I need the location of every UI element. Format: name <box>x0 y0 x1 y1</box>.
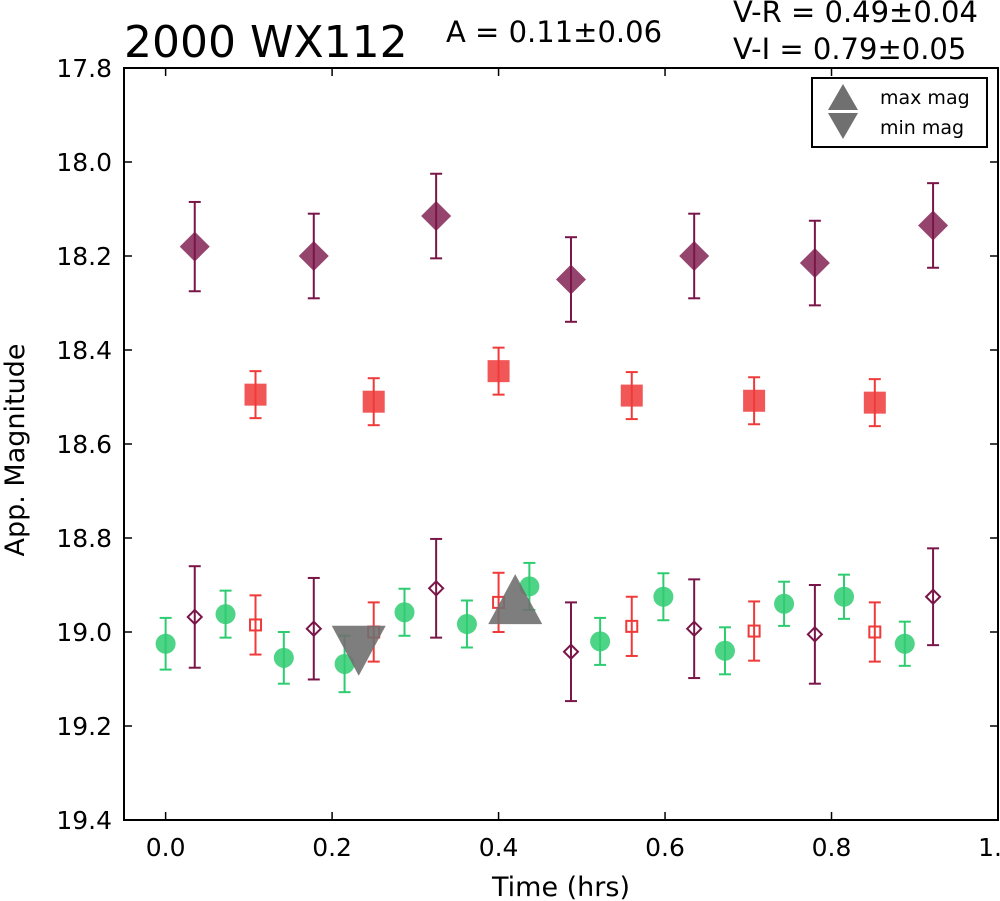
chart-title: 2000 WX112 <box>124 17 408 68</box>
legend-max-mag-label: max mag <box>880 87 970 109</box>
data-point <box>743 389 766 412</box>
y-tick-label: 18.2 <box>56 242 112 271</box>
data-point <box>427 579 445 597</box>
x-tick-label: 1.0 <box>978 833 1000 862</box>
data-point <box>863 391 886 414</box>
data-point <box>273 647 294 668</box>
data-markers <box>155 201 949 674</box>
data-point <box>774 593 795 614</box>
axis-ticks: 0.0 0.2 0.4 0.6 0.8 1.0 17.8 18.0 18.2 18.4 18.6 18… <box>56 54 1000 862</box>
y-tick-label: 17.8 <box>56 54 112 83</box>
data-point <box>362 390 385 413</box>
y-tick-label: 19.4 <box>56 806 112 835</box>
y-tick-label: 19.2 <box>56 712 112 741</box>
data-point <box>456 614 477 635</box>
data-point <box>487 360 510 383</box>
data-point <box>215 604 236 625</box>
y-tick-label: 18.6 <box>56 430 112 459</box>
extrema-markers <box>331 574 543 676</box>
x-axis-label: Time (hrs) <box>491 872 630 901</box>
x-tick-label: 0.0 <box>146 833 186 862</box>
legend-min-mag-label: min mag <box>880 117 964 139</box>
amplitude-label: A = 0.11±0.06 <box>446 15 662 49</box>
data-point <box>590 631 611 652</box>
data-point <box>555 264 586 295</box>
data-point <box>249 618 263 632</box>
color-index-vr: V-R = 0.49±0.04 <box>733 0 978 29</box>
data-point <box>155 633 176 654</box>
data-point <box>298 241 329 271</box>
data-point <box>186 608 204 626</box>
y-tick-label: 18.4 <box>56 336 112 365</box>
data-point <box>421 201 452 232</box>
data-point <box>924 588 942 606</box>
data-point <box>305 620 323 638</box>
x-tick-label: 0.4 <box>479 833 519 862</box>
data-point <box>799 248 830 279</box>
y-tick-label: 18.8 <box>56 524 112 553</box>
data-point <box>334 653 355 674</box>
data-point <box>894 633 915 654</box>
data-point <box>868 625 882 639</box>
data-point <box>679 241 710 271</box>
data-point <box>714 640 735 661</box>
data-point <box>747 624 761 638</box>
legend: max mag min mag <box>811 77 988 148</box>
data-point <box>179 231 210 262</box>
data-point <box>834 586 855 607</box>
y-tick-label: 18.0 <box>56 148 112 177</box>
y-tick-label: 19.0 <box>56 618 112 647</box>
data-point <box>918 210 949 241</box>
data-point <box>625 619 639 633</box>
data-point <box>806 625 824 643</box>
data-point <box>244 383 267 406</box>
data-point <box>685 620 703 638</box>
min-mag-marker <box>331 625 386 676</box>
data-point <box>653 586 674 607</box>
data-point <box>620 384 643 407</box>
x-tick-label: 0.8 <box>812 833 852 862</box>
color-index-vi: V-I = 0.79±0.05 <box>733 32 966 66</box>
legend-min-mag-icon <box>828 113 858 139</box>
data-point <box>562 643 580 661</box>
x-tick-label: 0.6 <box>645 833 685 862</box>
legend-max-mag-icon <box>828 84 858 110</box>
x-tick-label: 0.2 <box>312 833 352 862</box>
max-mag-marker <box>488 574 543 625</box>
data-point <box>394 602 415 623</box>
y-axis-label: App. Magnitude <box>0 344 31 557</box>
